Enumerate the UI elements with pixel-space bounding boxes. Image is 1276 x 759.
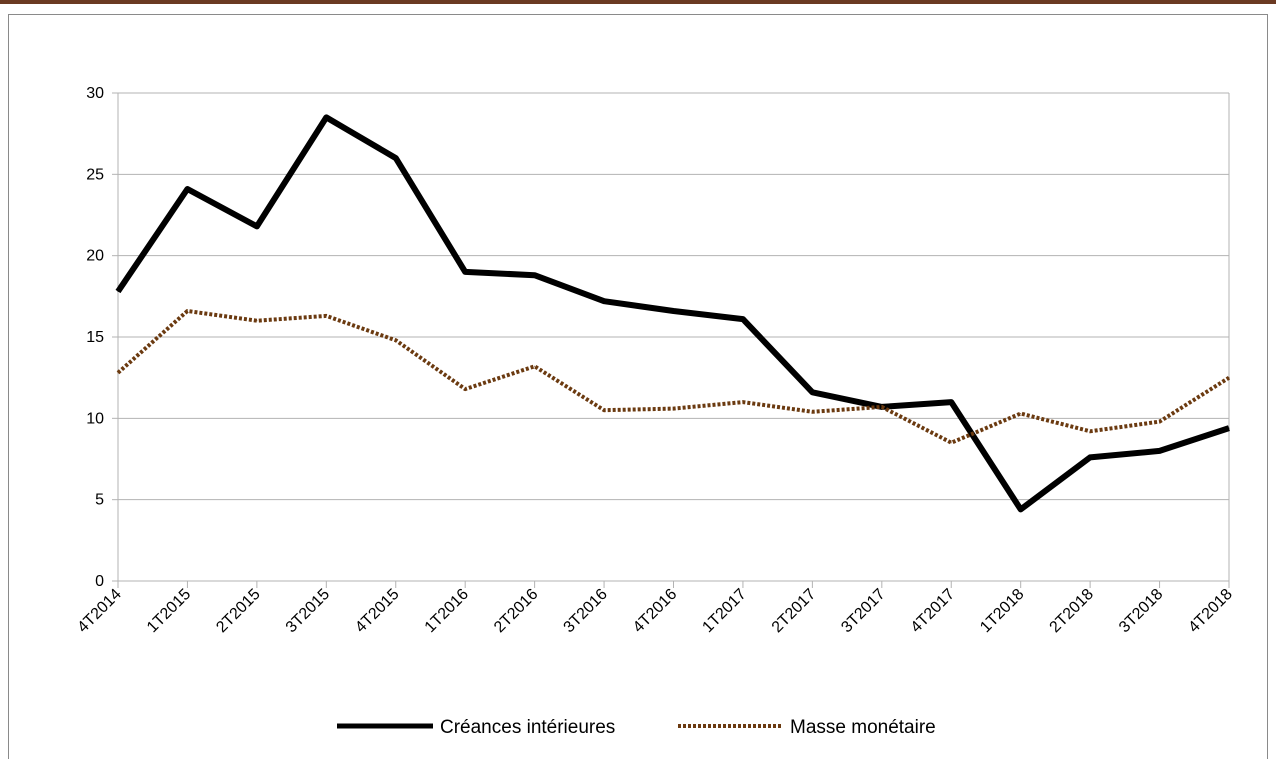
data-point (950, 442, 952, 444)
x-tick-label: 2T2017 (769, 586, 819, 636)
data-point (325, 315, 327, 317)
data-point (742, 318, 744, 320)
x-tick-label: 3T2015 (283, 586, 333, 636)
data-point (534, 274, 536, 276)
y-tick-label: 5 (95, 492, 104, 509)
x-tick-label: 2T2016 (491, 586, 541, 636)
data-point (881, 406, 883, 408)
data-point (256, 225, 258, 227)
data-point (811, 411, 813, 413)
x-tick-label: 1T2018 (977, 586, 1027, 636)
series-lines (115, 114, 1231, 513)
data-point (1159, 421, 1161, 423)
data-point (395, 157, 397, 159)
data-point (186, 188, 188, 190)
x-axis-ticks: 4T2014 1T2015 2T2015 3T2015 4T2015 1T2016 2T20… (74, 586, 1235, 636)
x-tick-label: 1T2017 (699, 586, 749, 636)
y-tick-label: 25 (86, 166, 104, 183)
chart-frame (8, 14, 1268, 759)
data-point (603, 300, 605, 302)
legend-label: Créances intérieures (440, 717, 615, 738)
data-point (464, 388, 466, 390)
x-tick-label: 2T2018 (1047, 586, 1097, 636)
data-point (1159, 450, 1161, 452)
y-axis-ticks: 0 5 10 15 20 25 30 (86, 85, 104, 590)
top-border (0, 0, 1276, 4)
data-point (811, 391, 813, 393)
data-point (464, 271, 466, 273)
x-tick-label: 4T2018 (1185, 586, 1235, 636)
legend: Créances intérieures Masse monétaire (337, 717, 936, 738)
data-point (673, 310, 674, 312)
x-tick-label: 3T2018 (1116, 586, 1166, 636)
x-tick-label: 1T2015 (144, 586, 194, 636)
x-tick-label: 1T2016 (422, 586, 472, 636)
data-point (256, 320, 258, 322)
x-tick-label: 4T2016 (630, 586, 680, 636)
data-point (186, 310, 188, 312)
data-point (117, 290, 119, 292)
data-point (1089, 456, 1091, 458)
data-point (673, 408, 674, 410)
y-tick-label: 20 (86, 248, 104, 265)
y-tick-label: 10 (86, 410, 104, 427)
data-point (395, 339, 397, 341)
y-tick-label: 0 (95, 573, 104, 590)
series-line-masse-monetaire (116, 309, 1231, 445)
data-point (117, 372, 119, 374)
x-tick-label: 4T2015 (352, 586, 402, 636)
data-point (950, 401, 952, 403)
data-point (325, 116, 327, 118)
x-tick-label: 3T2017 (838, 586, 888, 636)
data-point (1020, 412, 1022, 414)
data-point (1228, 377, 1230, 379)
legend-label: Masse monétaire (790, 717, 936, 738)
x-tick-label: 3T2016 (560, 586, 610, 636)
gridlines (112, 92, 1230, 588)
series-line-creances-interieures (115, 114, 1230, 513)
x-tick-label: 4T2017 (908, 586, 958, 636)
data-point (742, 401, 744, 403)
x-tick-label: 4T2014 (74, 586, 124, 636)
y-tick-label: 15 (86, 329, 104, 346)
y-tick-label: 30 (86, 85, 104, 102)
data-point (1020, 508, 1022, 510)
data-point (1228, 427, 1230, 429)
data-point (534, 365, 536, 367)
data-point (1089, 430, 1091, 432)
data-point (603, 409, 605, 411)
x-tick-label: 2T2015 (213, 586, 263, 636)
